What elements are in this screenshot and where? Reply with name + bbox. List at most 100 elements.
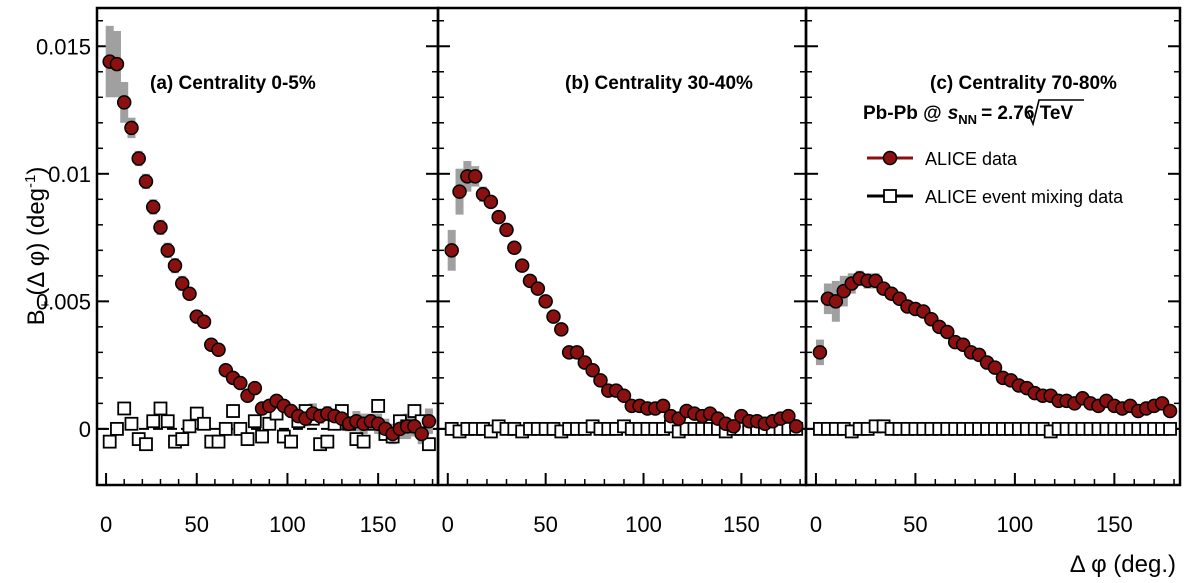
mixing-point xyxy=(371,399,386,413)
data-point xyxy=(616,388,632,403)
x-tick-label: 0 xyxy=(100,512,112,537)
x-tick-label: 100 xyxy=(625,512,662,537)
legend-marker-mixing xyxy=(883,189,897,203)
data-point xyxy=(1162,403,1178,419)
data-point xyxy=(987,360,1003,375)
mixing-point xyxy=(153,401,168,416)
mixing-point xyxy=(247,414,262,429)
panel-label: (b) Centrality 30-40% xyxy=(565,73,753,94)
x-tick-label: 100 xyxy=(269,512,306,537)
x-tick-label: 150 xyxy=(360,512,397,537)
x-axis-title: Δ φ (deg.) xyxy=(1070,551,1176,578)
panel-label: (a) Centrality 0-5% xyxy=(150,73,316,94)
legend-system: Pb-Pb @ xyxy=(863,103,942,124)
data-point xyxy=(538,294,553,309)
mixing-point xyxy=(197,416,211,431)
data-point xyxy=(233,375,248,391)
data-point xyxy=(211,342,226,358)
data-point xyxy=(585,362,600,378)
y-axis-title: B+-(Δ φ) (deg-1) xyxy=(22,167,54,326)
data-point xyxy=(109,56,125,72)
x-tick-label: 0 xyxy=(810,512,822,537)
x-tick-label: 100 xyxy=(997,512,1034,537)
legend-sqrt-s: s xyxy=(948,103,959,124)
data-point xyxy=(514,258,530,273)
mixing-point xyxy=(175,432,190,446)
data-point xyxy=(247,380,263,396)
mixing-point xyxy=(233,421,248,436)
x-tick-label: 0 xyxy=(442,512,454,537)
y-axis-title-rest: (Δ φ) (deg xyxy=(23,188,50,296)
data-point xyxy=(939,324,955,340)
data-point xyxy=(467,169,483,184)
mixing-point xyxy=(262,416,277,431)
panel-0: 0 0.005 0.01 0.015 0 50 100 150 (a) Centrality 0… xyxy=(36,6,440,537)
legend-system-label: Pb-Pb @ sNN = 2.76 TeV xyxy=(863,103,1073,127)
data-point xyxy=(414,426,429,442)
data-point xyxy=(153,220,168,235)
data-point xyxy=(655,398,671,414)
mixing-point xyxy=(284,434,298,449)
legend: Pb-Pb @ sNN = 2.76 TeV ALICE data ALICE ev… xyxy=(863,99,1124,207)
legend-label-data: ALICE data xyxy=(925,149,1018,169)
data-point xyxy=(421,413,437,429)
mixing-point xyxy=(240,432,255,446)
data-point xyxy=(160,243,175,258)
panels-layer: 0 0.005 0.01 0.015 0 50 100 150 (a) Centrality 0… xyxy=(36,6,1182,537)
data-point xyxy=(507,240,522,256)
x-tick-label: 50 xyxy=(185,512,209,537)
panel-label: (c) Centrality 70-80% xyxy=(930,73,1117,94)
y-axis-title-base: B xyxy=(23,309,50,325)
data-point xyxy=(167,258,183,273)
y-tick-label: 0.01 xyxy=(48,162,91,187)
data-point xyxy=(124,120,139,136)
y-tick-label: 0.015 xyxy=(36,34,91,59)
y-tick-label: 0.005 xyxy=(36,289,91,314)
mixing-point xyxy=(139,437,153,452)
mixing-point xyxy=(1163,421,1177,436)
y-axis-title-sub: +- xyxy=(37,296,54,310)
x-tick-label: 150 xyxy=(1096,512,1133,537)
mixing-point xyxy=(218,421,233,436)
data-point xyxy=(788,419,804,434)
data-point xyxy=(491,209,506,225)
data-point xyxy=(593,373,608,388)
panel-frame xyxy=(804,6,1182,487)
legend-marker-data xyxy=(882,150,898,166)
mixing-point xyxy=(422,437,436,452)
mixing-point xyxy=(407,404,422,418)
x-tick-label: 50 xyxy=(533,512,557,537)
data-point xyxy=(444,243,459,258)
data-point xyxy=(196,314,212,329)
data-point xyxy=(483,194,499,210)
mixing-point xyxy=(356,434,371,449)
data-point xyxy=(175,276,190,291)
data-point xyxy=(812,345,828,360)
data-point xyxy=(138,174,154,189)
mixing-point xyxy=(124,416,139,431)
data-point xyxy=(452,184,467,199)
data-point xyxy=(116,95,132,110)
legend-label-mixing: ALICE event mixing data xyxy=(925,187,1124,207)
mixing-point xyxy=(320,434,335,449)
y-axis-title-close: ) xyxy=(23,167,50,175)
legend-energy: = 2.76 TeV xyxy=(981,103,1073,124)
data-point xyxy=(781,408,796,424)
mixing-point xyxy=(189,406,204,421)
mixing-point xyxy=(117,401,132,416)
legend-sqrt-sub: NN xyxy=(958,112,977,127)
panel-1: 0 50 100 150 (b) Centrality 30-40% xyxy=(436,6,808,537)
data-point xyxy=(546,309,561,324)
mixing-point xyxy=(160,414,175,429)
y-tick-label: 0 xyxy=(79,417,91,442)
data-point xyxy=(131,151,146,166)
mixing-point xyxy=(110,421,124,436)
data-point xyxy=(828,294,844,309)
mixing-point xyxy=(255,429,269,444)
mixing-point xyxy=(226,404,240,418)
data-point xyxy=(182,286,197,301)
data-point xyxy=(499,222,514,238)
data-point xyxy=(530,281,546,296)
panel-2: 0 50 100 150 (c) Centrality 70-80% xyxy=(804,6,1182,537)
